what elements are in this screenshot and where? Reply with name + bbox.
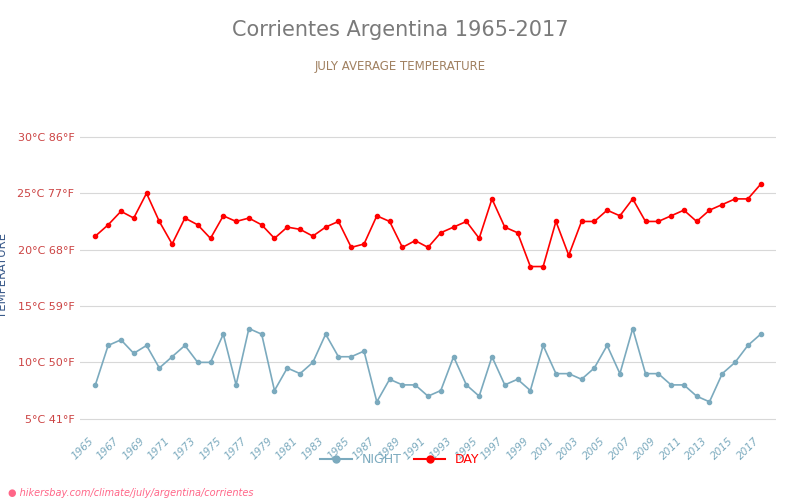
DAY <box>692 218 702 224</box>
NIGHT <box>513 376 522 382</box>
Text: Corrientes Argentina 1965-2017: Corrientes Argentina 1965-2017 <box>232 20 568 40</box>
Legend: NIGHT, DAY: NIGHT, DAY <box>315 448 485 471</box>
Y-axis label: TEMPERATURE: TEMPERATURE <box>0 232 9 318</box>
DAY <box>526 264 535 270</box>
DAY <box>487 196 497 202</box>
Line: NIGHT: NIGHT <box>94 326 762 404</box>
NIGHT <box>756 331 766 337</box>
DAY <box>513 230 522 235</box>
NIGHT <box>500 382 510 388</box>
DAY <box>474 236 484 242</box>
NIGHT <box>244 326 254 332</box>
Text: JULY AVERAGE TEMPERATURE: JULY AVERAGE TEMPERATURE <box>314 60 486 73</box>
NIGHT <box>538 342 548 348</box>
NIGHT <box>551 370 561 376</box>
Text: ● hikersbay.com/climate/july/argentina/corrientes: ● hikersbay.com/climate/july/argentina/c… <box>8 488 254 498</box>
DAY <box>756 182 766 188</box>
DAY <box>90 233 100 239</box>
DAY <box>270 236 279 242</box>
NIGHT <box>282 365 292 371</box>
DAY <box>615 213 625 219</box>
NIGHT <box>628 326 638 332</box>
NIGHT <box>90 382 100 388</box>
NIGHT <box>372 399 382 405</box>
Line: DAY: DAY <box>94 182 762 268</box>
